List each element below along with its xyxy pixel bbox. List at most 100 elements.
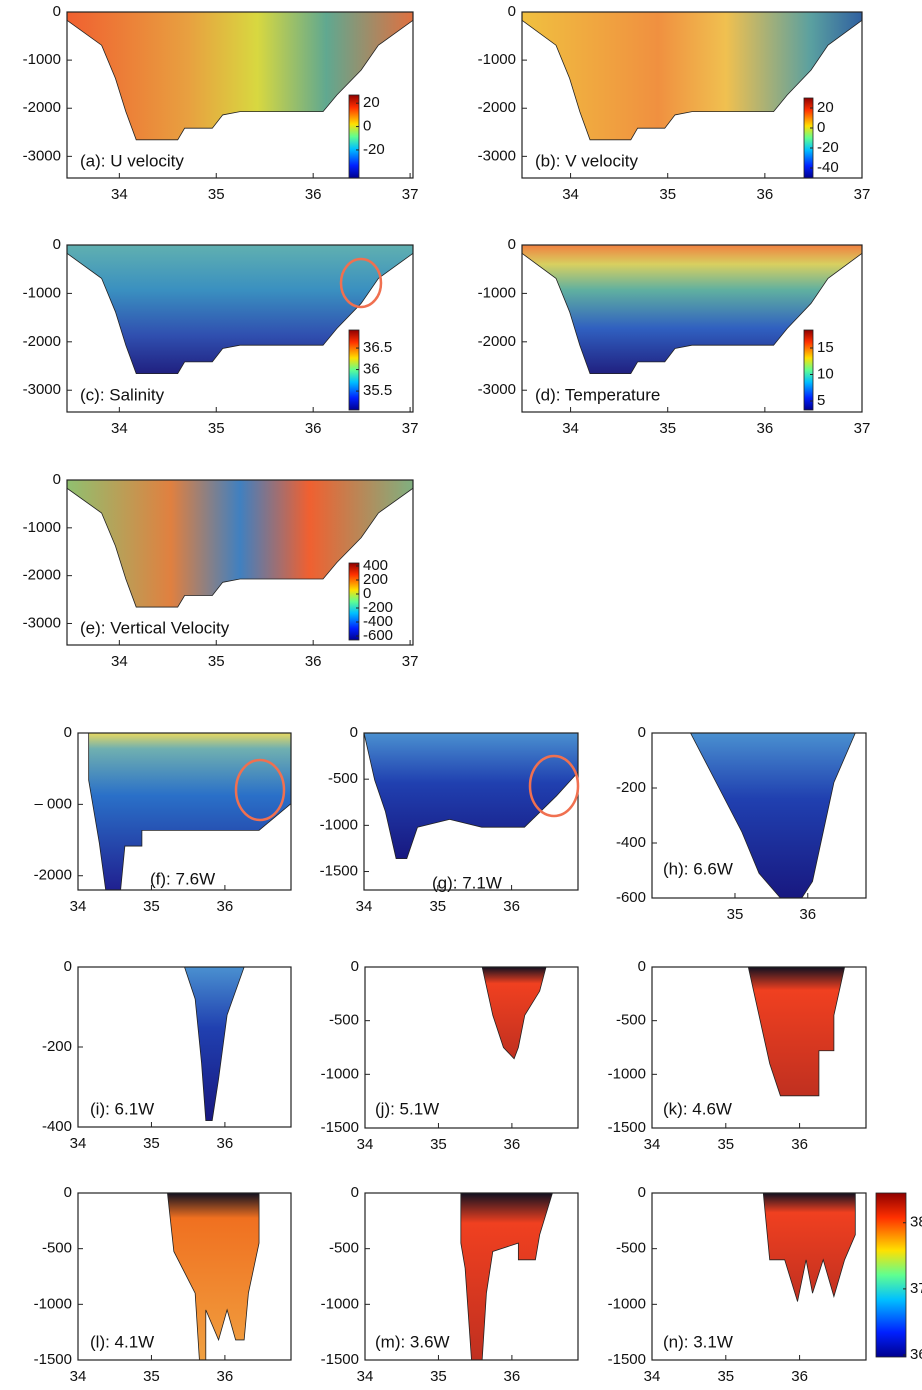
panel: 34 35 36 0 -500 -1000 -1500 (g): 7.1W — [320, 724, 579, 915]
x-tick-label: 35 — [143, 1368, 160, 1385]
y-tick-label: -1000 — [478, 284, 516, 301]
panel-label: (i): 6.1W — [90, 1099, 154, 1118]
x-tick-label: 36 — [503, 898, 520, 915]
x-tick-label: 34 — [562, 186, 579, 203]
colorbar-tick-label: -200 — [363, 599, 393, 616]
y-tick-label: -3000 — [23, 147, 61, 164]
x-tick-label: 34 — [70, 1368, 87, 1385]
section-field — [167, 1192, 260, 1361]
section-field — [66, 11, 414, 141]
y-tick-label: -1000 — [321, 1065, 359, 1082]
panel-label: (e): Vertical Velocity — [80, 618, 230, 637]
axes-frame — [364, 1192, 579, 1361]
y-tick-label: 0 — [64, 958, 72, 975]
panel: 34 35 36 0 -500 -1000 -1500 (n): 3.1W 38 37 36 — [608, 1184, 922, 1385]
colorbar-tick-label: -400 — [363, 613, 393, 630]
x-tick-label: 36 — [217, 1135, 234, 1152]
y-tick-label: -2000 — [34, 867, 72, 884]
colorbar-tick-label: 0 — [817, 119, 825, 136]
section-field — [521, 11, 863, 141]
y-tick-label: -1000 — [23, 284, 61, 301]
x-tick-label: 35 — [429, 898, 446, 915]
x-tick-label: 35 — [208, 653, 225, 670]
colorbar — [803, 97, 814, 179]
x-tick-label: 34 — [357, 1368, 374, 1385]
x-tick-label: 34 — [644, 1368, 661, 1385]
x-tick-label: 35 — [430, 1136, 447, 1153]
colorbar-tick-label: 36 — [363, 361, 380, 378]
y-tick-label: 0 — [64, 724, 72, 741]
colorbar-tick-label: -600 — [363, 627, 393, 644]
colorbar-tick-label: -20 — [363, 141, 385, 158]
x-tick-label: 36 — [217, 898, 234, 915]
section-field — [481, 966, 547, 1060]
y-tick-label: -500 — [329, 1240, 359, 1257]
panel-label: (a): U velocity — [80, 151, 184, 170]
colorbar-tick-label: 0 — [363, 585, 371, 602]
colorbar-tick-label: 200 — [363, 571, 388, 588]
colorbar — [348, 562, 360, 641]
x-tick-label: 35 — [717, 1368, 734, 1385]
panel-label: (h): 6.6W — [663, 859, 733, 878]
y-tick-label: -1000 — [608, 1065, 646, 1082]
y-tick-label: -2000 — [23, 99, 61, 116]
axes-frame — [66, 11, 414, 179]
section-field — [363, 732, 579, 859]
y-tick-label: 0 — [53, 236, 61, 253]
colorbar-tick-label: -20 — [817, 139, 839, 156]
y-tick-label: -500 — [329, 1012, 359, 1029]
y-tick-label: -500 — [616, 1012, 646, 1029]
x-tick-label: 35 — [717, 1136, 734, 1153]
axes-frame — [651, 1192, 867, 1361]
section-field — [66, 479, 414, 608]
y-tick-label: -3000 — [478, 381, 516, 398]
x-tick-label: 37 — [402, 186, 419, 203]
panel: 34 35 36 0 -500 -1000 -1500 (j): 5.1W — [321, 958, 579, 1153]
colorbar-tick-label: 10 — [817, 365, 834, 382]
x-tick-label: 36 — [504, 1136, 521, 1153]
y-tick-label: -2000 — [478, 99, 516, 116]
x-tick-label: 36 — [217, 1368, 234, 1385]
panel-label: (c): Salinity — [80, 385, 165, 404]
panel: 34 35 36 37 0 -1000 -2000 -3000 (d): Temperature… — [478, 236, 871, 437]
panel: 34 35 36 0 -500 -1000 -1500 (l): 4.1W — [34, 1184, 292, 1385]
y-tick-label: -1000 — [23, 51, 61, 68]
y-tick-label: -2000 — [23, 333, 61, 350]
y-tick-label: 0 — [64, 1184, 72, 1201]
y-tick-label: 0 — [351, 958, 359, 975]
y-tick-label: 0 — [508, 3, 516, 20]
axes-frame — [364, 966, 579, 1129]
colorbar-tick-label: 15 — [817, 339, 834, 356]
x-tick-label: 34 — [644, 1136, 661, 1153]
colorbar — [803, 329, 814, 411]
x-tick-label: 36 — [757, 420, 774, 437]
section-field — [521, 244, 863, 374]
axes-frame — [651, 966, 867, 1129]
x-tick-label: 34 — [111, 186, 128, 203]
y-tick-label: -1000 — [34, 1295, 72, 1312]
y-tick-label: -500 — [616, 1240, 646, 1257]
x-tick-label: 37 — [854, 420, 871, 437]
panel-label: (n): 3.1W — [663, 1332, 733, 1351]
x-tick-label: 34 — [356, 898, 373, 915]
x-tick-label: 35 — [143, 898, 160, 915]
y-tick-label: 0 — [638, 724, 646, 741]
y-tick-label: -3000 — [478, 147, 516, 164]
x-tick-label: 36 — [791, 1368, 808, 1385]
x-tick-label: 35 — [727, 906, 744, 923]
y-tick-label: -500 — [328, 770, 358, 787]
axes-frame — [521, 11, 863, 179]
colorbar-tick-label: 400 — [363, 557, 388, 574]
panel: 34 35 36 0 -500 -1000 -1500 (k): 4.6W — [608, 958, 867, 1153]
y-tick-label: -2000 — [478, 333, 516, 350]
x-tick-label: 34 — [111, 653, 128, 670]
x-tick-label: 35 — [659, 420, 676, 437]
axes-frame — [66, 244, 414, 413]
section-field — [88, 732, 292, 891]
colorbar-tick-label: 36 — [910, 1346, 922, 1363]
y-tick-label: -500 — [42, 1240, 72, 1257]
x-tick-label: 34 — [357, 1136, 374, 1153]
y-tick-label: -1000 — [478, 51, 516, 68]
y-tick-label: -3000 — [23, 381, 61, 398]
